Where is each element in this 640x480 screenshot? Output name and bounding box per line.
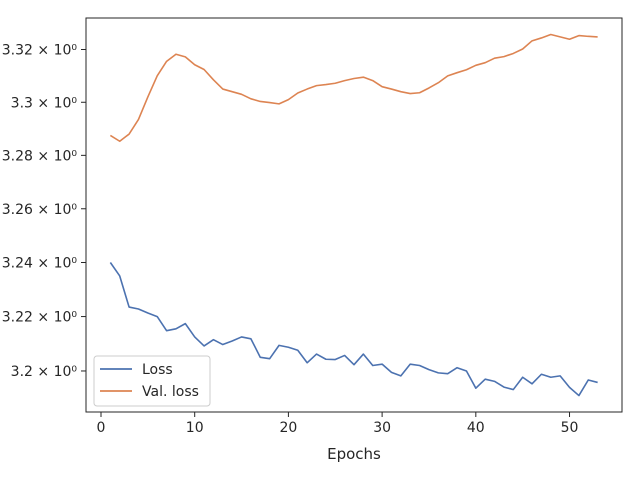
series-line-val-loss (109, 33, 598, 143)
legend: Loss Val. loss (93, 355, 211, 407)
series-layer (109, 33, 598, 397)
y-tick-label: 3.24 × 10⁰ (2, 255, 78, 271)
y-tick-label: 3.3 × 10⁰ (11, 95, 78, 111)
x-tick-label: 20 (279, 420, 297, 436)
x-axis-title: Epochs (327, 445, 381, 463)
y-tick-label: 3.2 × 10⁰ (11, 364, 78, 380)
x-tick-label: 10 (186, 420, 204, 436)
legend-label-loss: Loss (142, 362, 173, 378)
x-axis-ticks: 0 10 20 30 40 50 (97, 412, 579, 436)
y-tick-label: 3.32 × 10⁰ (2, 43, 78, 59)
y-axis-ticks: 3.2 × 10⁰ 3.22 × 10⁰ 3.24 × 10⁰ 3.26 × 10⁰ 3… (2, 43, 86, 380)
x-tick-label: 40 (467, 420, 485, 436)
x-tick-label: 50 (561, 420, 579, 436)
y-tick-label: 3.26 × 10⁰ (2, 202, 78, 218)
series-line-loss (109, 262, 598, 397)
plot-frame (85, 17, 623, 413)
x-tick-label: 0 (97, 420, 106, 436)
legend-label-val-loss: Val. loss (142, 384, 199, 400)
plot-area (86, 18, 622, 412)
y-tick-label: 3.28 × 10⁰ (2, 148, 78, 164)
x-tick-label: 30 (373, 420, 391, 436)
y-tick-label: 3.22 × 10⁰ (2, 310, 78, 326)
axes-layer (85, 17, 623, 413)
